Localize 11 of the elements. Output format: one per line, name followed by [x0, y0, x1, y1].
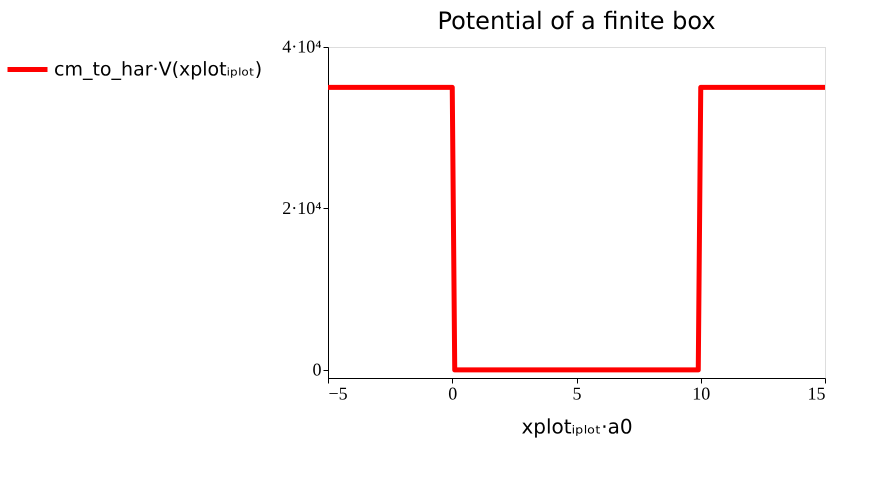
x-tick-label: 0: [448, 384, 458, 404]
y-tick-label: 0: [312, 359, 322, 380]
x-tick-label: 15: [808, 384, 826, 404]
chart-title: Potential of a finite box: [437, 7, 716, 35]
x-axis-title: xplotᵢₚₗₒₜ·a0: [521, 414, 633, 438]
y-tick-label: 2·10⁴: [282, 198, 322, 218]
legend-label: cm_to_har·V(xplotᵢₚₗₒₜ): [54, 58, 262, 80]
x-tick-label: 10: [692, 384, 710, 404]
x-tick-label: −5: [328, 384, 348, 404]
x-tick-label: 5: [572, 384, 582, 404]
y-tick-label: 4·10⁴: [282, 36, 322, 56]
